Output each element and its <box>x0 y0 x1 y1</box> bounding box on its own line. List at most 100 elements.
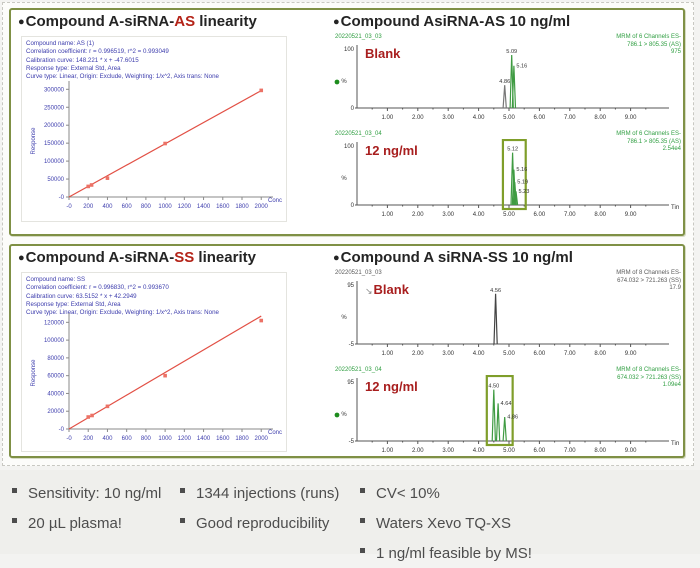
y-tick-label: 40000 <box>47 391 64 397</box>
title-text: Compound AsiRNA-AS <box>340 13 510 30</box>
footer-item: CV< 10% <box>360 478 532 508</box>
title-text: Compound A siRNA-SS <box>340 249 513 266</box>
peak-trace <box>511 65 517 109</box>
linearity-report-as: Compound name: AS (1) Correlation coeffi… <box>21 36 287 222</box>
bullet-square-icon <box>360 548 365 553</box>
data-point <box>259 318 264 323</box>
cursor-icon: ↘ <box>365 286 373 296</box>
x-tick-label: 3.00 <box>442 351 454 357</box>
footer-item: 1 ng/ml feasible by MS! <box>360 538 532 568</box>
x-tick-label: 5.00 <box>503 115 515 121</box>
x-tick-label: 7.00 <box>564 115 576 121</box>
sample-label: 12 ng/ml <box>365 143 418 158</box>
time-axis-label: Time <box>671 205 679 211</box>
y-min-label: -5 <box>349 439 355 445</box>
bullet-square-icon <box>360 488 365 493</box>
footer-item: 20 µL plasma! <box>12 508 161 538</box>
x-tick-label: 200 <box>83 436 94 442</box>
footer-text: Sensitivity: 10 ng/ml <box>28 484 162 502</box>
x-tick-label: 9.00 <box>625 351 637 357</box>
footer-text: 1 ng/ml feasible by MS! <box>376 544 532 562</box>
x-tick-label: 7.00 <box>564 212 576 218</box>
y-max-label: 100 <box>344 47 355 53</box>
footer-item: Good reproducibility <box>180 508 339 538</box>
x-tick-label: 1800 <box>235 436 249 442</box>
x-tick-label: 1600 <box>216 436 230 442</box>
bullet-square-icon <box>180 518 185 523</box>
x-tick-label: -0 <box>66 436 72 442</box>
x-tick-label: 7.00 <box>564 448 576 454</box>
chromatogram-plot: 1.00 2.00 3.00 4.00 5.00 6.00 7.00 8.00 9.00 100 0… <box>334 45 669 121</box>
x-tick-label: 4.00 <box>473 448 485 454</box>
bullet-icon: ● <box>18 252 25 264</box>
title-text: Compound A-siRNA- <box>25 13 175 30</box>
x-tick-label: 5.00 <box>503 351 515 357</box>
footer-column-2: 1344 injections (runs) Good reproducibili… <box>180 478 339 538</box>
fit-line <box>68 315 262 430</box>
x-tick-label: 3.00 <box>442 212 454 218</box>
chrom-title-as: ●Compound AsiRNA-AS 10 ng/ml <box>333 12 683 32</box>
peak-label: 5.16 <box>516 63 527 69</box>
mrm-line: 1.09e4 <box>662 382 681 388</box>
y-tick-label: 100000 <box>44 159 65 165</box>
footer-text: Good reproducibility <box>196 514 330 532</box>
title-accent: AS <box>174 13 196 30</box>
channel-dot-icon <box>334 79 340 85</box>
x-tick-label: 1000 <box>158 204 172 210</box>
x-tick-label: 3.00 <box>442 115 454 121</box>
x-tick-label: 4.00 <box>473 351 485 357</box>
peak-label: 5.19 <box>517 180 528 186</box>
title-accent: SS <box>174 249 195 266</box>
peak-trace <box>502 417 507 442</box>
linearity-plot-ss: -0 20000 40000 60000 80000 100000 120000 -0 200 4… <box>31 313 282 442</box>
bullet-icon: ● <box>18 16 25 28</box>
y-tick-label: 100000 <box>44 338 65 344</box>
y-tick-label: 120000 <box>44 320 65 326</box>
panel-as: ●Compound A-siRNA-AS linearity Compound … <box>9 8 685 236</box>
x-tick-label: 200 <box>83 204 94 210</box>
y-max-label: 95 <box>347 283 354 289</box>
mrm-line: MRM of 8 Channels ES- <box>616 270 681 276</box>
mrm-line: 674.032 > 721.263 (SS) <box>617 374 681 381</box>
x-tick-label: 9.00 <box>625 115 637 121</box>
data-point <box>89 183 94 187</box>
peak-label: 4.86 <box>507 415 518 421</box>
info-line: Compound name: AS (1) <box>26 40 95 47</box>
x-tick-label: 9.00 <box>625 448 637 454</box>
chromatogram-column-as: ●Compound AsiRNA-AS 10 ng/ml 20220521_03… <box>331 12 683 226</box>
x-tick-label: 5.00 <box>503 212 515 218</box>
mrm-info: MRM of 8 Channels ES- 674.032 > 721.263 … <box>616 367 681 390</box>
x-tick-label: 1.00 <box>382 212 394 218</box>
y-tick-label: 300000 <box>44 87 65 93</box>
channel-dot-icon <box>334 412 340 418</box>
footer-item: Sensitivity: 10 ng/ml <box>12 478 161 508</box>
y-tick-label: 250000 <box>44 105 65 111</box>
chrom-title-ss: ●Compound A siRNA-SS 10 ng/ml <box>333 248 683 268</box>
y-tick-label: -0 <box>59 427 65 433</box>
data-point <box>163 373 167 378</box>
x-tick-label: 6.00 <box>534 115 546 121</box>
title-text: Compound A-siRNA- <box>25 249 175 266</box>
mrm-line: 674.032 > 721.263 (SS) <box>617 277 681 284</box>
percent-label: % <box>341 412 347 418</box>
linearity-plot-as: -0 50000 100000 150000 200000 250000 300000 -0 2… <box>31 81 282 210</box>
footer-column-1: Sensitivity: 10 ng/ml 20 µL plasma! <box>12 478 161 538</box>
panel-ss: ●Compound A-siRNA-SS linearity Compound … <box>9 244 685 458</box>
x-tick-label: 600 <box>122 204 133 210</box>
x-tick-label: 1200 <box>178 436 192 442</box>
time-axis-label: Time <box>671 441 679 447</box>
slide-canvas: ●Compound A-siRNA-AS linearity Compound … <box>2 2 694 466</box>
percent-label: % <box>341 315 347 321</box>
footer-text: 1344 injections (runs) <box>196 484 340 502</box>
x-tick-label: 8.00 <box>594 212 606 218</box>
sample-label: ↘Blank <box>365 282 409 297</box>
x-tick-label: -0 <box>66 204 72 210</box>
y-tick-label: 80000 <box>47 356 64 362</box>
y-tick-label: 150000 <box>44 141 65 147</box>
mrm-line: 2.54e4 <box>662 146 681 152</box>
info-line: Curve type: Linear, Origin: Exclude, Wei… <box>26 309 219 317</box>
mrm-line: MRM of 6 Channels ES- <box>616 34 681 40</box>
x-tick-label: 2.00 <box>412 448 424 454</box>
x-tick-label: 7.00 <box>564 351 576 357</box>
title-conc: 10 ng/ml <box>512 249 573 266</box>
